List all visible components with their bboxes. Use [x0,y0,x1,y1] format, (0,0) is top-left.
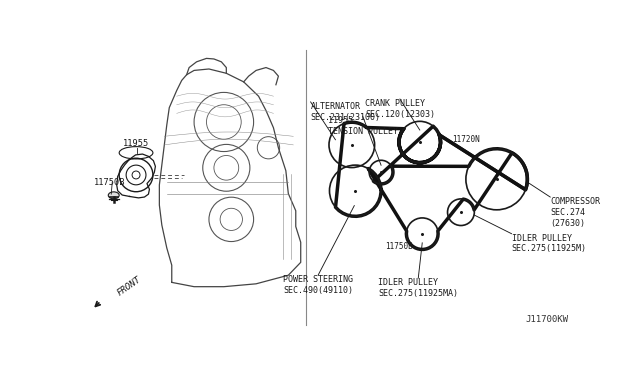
Text: CRANK PULLEY
SEC.120(12303): CRANK PULLEY SEC.120(12303) [365,99,435,119]
Text: IDLER PULLEY
SEC.275(11925MA): IDLER PULLEY SEC.275(11925MA) [378,278,458,298]
Text: POWER STEERING
SEC.490(49110): POWER STEERING SEC.490(49110) [283,275,353,295]
Text: J11700KW: J11700KW [525,315,568,324]
Text: IDLER PULLEY
SEC.275(11925M): IDLER PULLEY SEC.275(11925M) [511,234,586,253]
Text: ALTERNATOR
SEC.231(23100): ALTERNATOR SEC.231(23100) [310,102,381,122]
Text: 11955
TENSION PULLEY: 11955 TENSION PULLEY [328,116,397,136]
Ellipse shape [108,192,119,199]
Text: 11750B: 11750B [385,242,413,251]
Text: 11955: 11955 [124,139,150,148]
Text: COMPRESSOR
SEC.274
(27630): COMPRESSOR SEC.274 (27630) [550,197,600,228]
Text: 11720N: 11720N [452,135,480,144]
Text: FRONT: FRONT [116,275,143,297]
Text: 11750B: 11750B [94,178,125,187]
